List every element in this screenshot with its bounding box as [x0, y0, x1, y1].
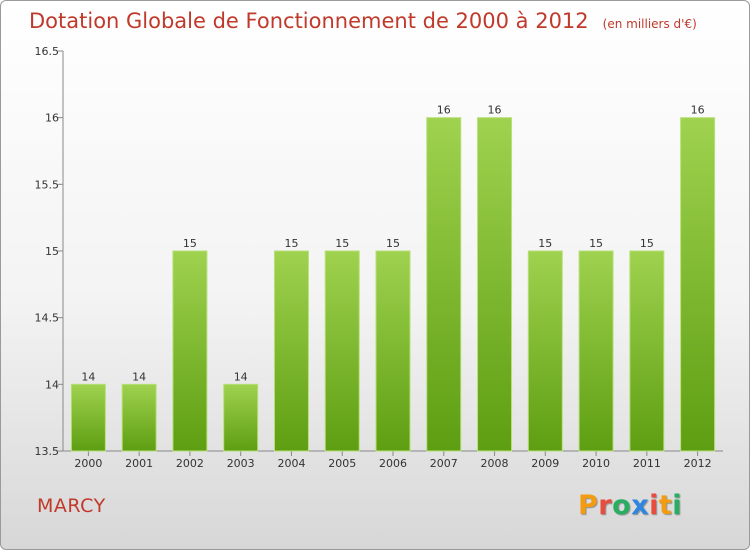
bar [70, 383, 106, 452]
x-tick-label: 2012 [684, 457, 712, 470]
x-tick-label: 2006 [379, 457, 407, 470]
y-tick-label: 14 [45, 378, 59, 391]
proxiti-logo[interactable]: Proxiti [578, 490, 682, 521]
y-tick-label: 16 [45, 112, 59, 125]
x-tick-label: 2002 [176, 457, 204, 470]
bar-value-label: 15 [640, 237, 654, 250]
location-name: MARCY [37, 495, 106, 517]
logo-letter: P [578, 490, 599, 521]
bar [477, 117, 513, 452]
x-tick-label: 2007 [430, 457, 458, 470]
x-tick-label: 2005 [328, 457, 356, 470]
bar-value-label: 14 [132, 370, 146, 383]
x-tick-label: 2003 [227, 457, 255, 470]
logo-letter: i [649, 490, 659, 521]
logo-letter: r [598, 490, 613, 521]
y-tick-label: 13.5 [35, 445, 60, 458]
logo-letter: i [672, 490, 683, 521]
bar-value-label: 15 [284, 237, 298, 250]
chart-subtitle: (en milliers d'€) [602, 17, 697, 31]
y-tick-label: 15 [45, 245, 59, 258]
bar [426, 117, 462, 452]
bar-value-label: 16 [488, 104, 502, 117]
y-tick-label: 14.5 [35, 312, 60, 325]
bar [324, 250, 360, 452]
bar [578, 250, 614, 452]
logo-letter: x [631, 490, 650, 521]
bar [375, 250, 411, 452]
bar-value-label: 16 [437, 104, 451, 117]
x-tick-label: 2004 [277, 457, 305, 470]
bar-value-label: 15 [386, 237, 400, 250]
bar [629, 250, 665, 452]
x-tick-label: 2011 [633, 457, 661, 470]
bar [527, 250, 563, 452]
bar [172, 250, 208, 452]
bar-value-label: 14 [81, 370, 95, 383]
x-tick-label: 2001 [125, 457, 153, 470]
bar [273, 250, 309, 452]
x-tick-label: 2008 [481, 457, 509, 470]
x-tick-label: 2000 [74, 457, 102, 470]
x-tick-label: 2010 [582, 457, 610, 470]
bar-value-label: 15 [538, 237, 552, 250]
bar-value-label: 14 [234, 370, 248, 383]
bar-value-label: 15 [183, 237, 197, 250]
chart-title-text: Dotation Globale de Fonctionnement de 20… [29, 9, 589, 33]
bar-value-label: 15 [589, 237, 603, 250]
bar [121, 383, 157, 452]
logo-letter: o [612, 490, 632, 521]
y-tick-label: 16.5 [35, 45, 60, 58]
chart-title: Dotation Globale de Fonctionnement de 20… [29, 9, 697, 33]
y-tick-label: 15.5 [35, 178, 60, 191]
bar [223, 383, 259, 452]
bar [680, 117, 716, 452]
bar-value-label: 16 [691, 104, 705, 117]
x-tick-label: 2009 [531, 457, 559, 470]
bar-value-label: 15 [335, 237, 349, 250]
logo-letter: t [658, 490, 673, 521]
